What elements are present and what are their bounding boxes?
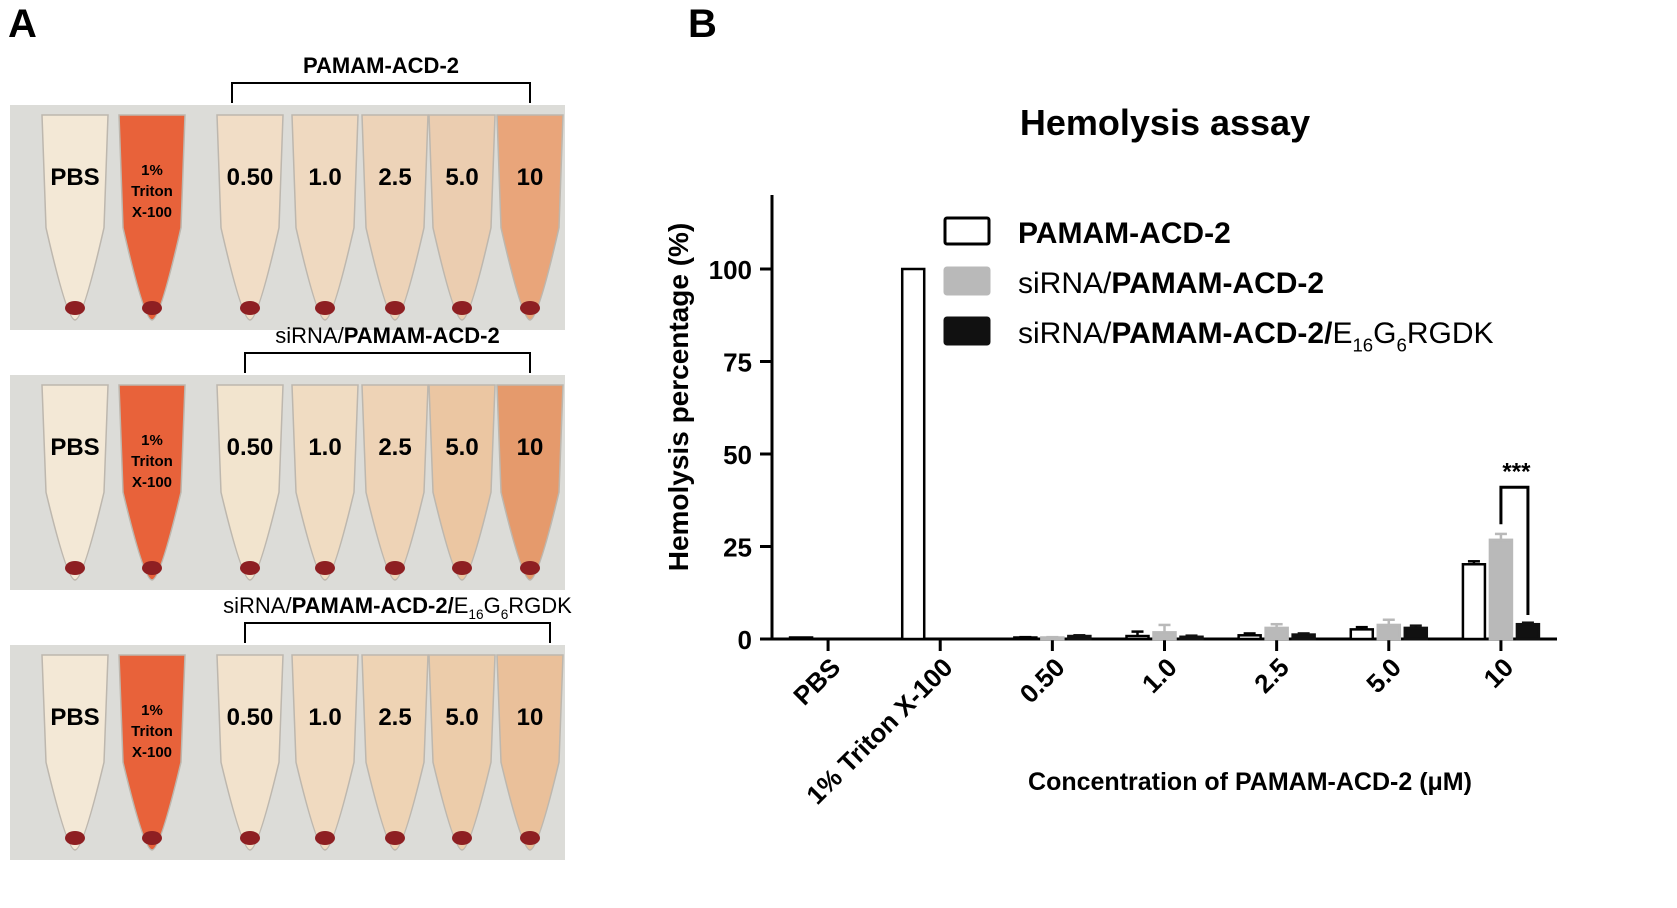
row-bracket	[232, 83, 530, 103]
row-bracket	[245, 623, 550, 643]
rbc-pellet	[452, 301, 472, 315]
rbc-pellet	[240, 831, 260, 845]
y-tick-label: 100	[709, 255, 752, 285]
legend-label: PAMAM-ACD-2	[1018, 217, 1231, 250]
tube-label-pbs: PBS	[50, 164, 99, 191]
tube-label-pbs: PBS	[50, 704, 99, 731]
bar	[790, 638, 812, 640]
bar	[1293, 635, 1315, 639]
rbc-pellet	[240, 561, 260, 575]
tube-concentration-label: 2.5	[378, 164, 411, 191]
bar	[1127, 636, 1149, 639]
x-tick-label: 5.0	[1360, 652, 1407, 699]
rbc-pellet	[142, 301, 162, 315]
tube-label-triton: Triton	[131, 723, 173, 740]
significance-stars: ***	[1502, 458, 1531, 485]
bar	[1517, 624, 1539, 639]
tube-concentration-label: 0.50	[227, 164, 274, 191]
tube-label-triton: 1%	[141, 162, 163, 179]
tube-label-triton: X-100	[132, 744, 172, 761]
rbc-pellet	[315, 561, 335, 575]
rbc-pellet	[142, 561, 162, 575]
legend-swatch	[945, 318, 989, 344]
legend-label: siRNA/PAMAM-ACD-2	[1018, 267, 1324, 300]
rbc-pellet	[520, 561, 540, 575]
rbc-pellet	[520, 301, 540, 315]
tube-concentration-label: 10	[517, 164, 544, 191]
rbc-pellet	[142, 831, 162, 845]
tube-concentration-label: 2.5	[378, 704, 411, 731]
y-tick-label: 75	[723, 348, 752, 378]
bar	[1154, 632, 1176, 639]
rbc-pellet	[65, 831, 85, 845]
tube-photos-panel: PAMAM-ACD-2 0.50 1.0 2.5 5.0 10 PBS 1% Triton X-1…	[0, 0, 640, 908]
rbc-pellet	[520, 831, 540, 845]
rbc-pellet	[315, 831, 335, 845]
y-tick-label: 25	[723, 533, 752, 563]
x-tick-label: 0.50	[1014, 652, 1071, 709]
tube-concentration-label: 1.0	[308, 704, 341, 731]
tube-label-triton: Triton	[131, 183, 173, 200]
chart-title: Hemolysis assay	[1020, 102, 1310, 143]
bar	[1490, 540, 1512, 639]
bar	[1351, 629, 1373, 639]
row-bracket	[245, 353, 530, 373]
tube-concentration-label: 1.0	[308, 434, 341, 461]
rbc-pellet	[65, 561, 85, 575]
bar	[1239, 635, 1261, 639]
bar	[1181, 637, 1203, 639]
legend-swatch	[945, 218, 989, 244]
tube-label-triton: X-100	[132, 204, 172, 221]
tube-label-pbs: PBS	[50, 434, 99, 461]
rbc-pellet	[315, 301, 335, 315]
tube-label-triton: Triton	[131, 453, 173, 470]
hemolysis-chart: Hemolysis assay 0 25 50 75 100 Hemolysis perce…	[660, 0, 1677, 908]
row-title: siRNA/PAMAM-ACD-2	[275, 323, 499, 348]
x-tick-label: 2.5	[1248, 652, 1295, 699]
tube-concentration-label: 1.0	[308, 164, 341, 191]
tube-concentration-label: 5.0	[445, 164, 478, 191]
rbc-pellet	[385, 831, 405, 845]
x-tick-label: 10	[1478, 652, 1520, 694]
tube-label-triton: X-100	[132, 474, 172, 491]
tube-concentration-label: 2.5	[378, 434, 411, 461]
legend-label: siRNA/PAMAM-ACD-2/E16G6RGDK	[1018, 317, 1494, 355]
rbc-pellet	[385, 301, 405, 315]
rbc-pellet	[240, 301, 260, 315]
y-tick-label: 0	[738, 625, 752, 655]
row-title: siRNA/PAMAM-ACD-2/E16G6RGDK	[223, 593, 572, 622]
rbc-pellet	[65, 301, 85, 315]
x-tick-label: PBS	[787, 652, 846, 711]
bar	[902, 269, 924, 639]
y-axis-label: Hemolysis percentage (%)	[663, 223, 694, 572]
rbc-pellet	[452, 561, 472, 575]
row-title: PAMAM-ACD-2	[303, 53, 459, 78]
x-tick-label: 1.0	[1136, 652, 1183, 699]
tube-label-triton: 1%	[141, 432, 163, 449]
y-tick-label: 50	[723, 440, 752, 470]
rbc-pellet	[452, 831, 472, 845]
legend-swatch	[945, 268, 989, 294]
tube-concentration-label: 0.50	[227, 704, 274, 731]
bar	[1405, 628, 1427, 639]
tube-concentration-label: 10	[517, 704, 544, 731]
tube-label-triton: 1%	[141, 702, 163, 719]
bar	[1378, 625, 1400, 639]
tube-concentration-label: 5.0	[445, 704, 478, 731]
rbc-pellet	[385, 561, 405, 575]
tube-concentration-label: 5.0	[445, 434, 478, 461]
bar	[1266, 628, 1288, 639]
x-axis-label: Concentration of PAMAM-ACD-2 (μM)	[1028, 768, 1472, 796]
tube-concentration-label: 0.50	[227, 434, 274, 461]
tube-concentration-label: 10	[517, 434, 544, 461]
bar	[1463, 564, 1485, 639]
